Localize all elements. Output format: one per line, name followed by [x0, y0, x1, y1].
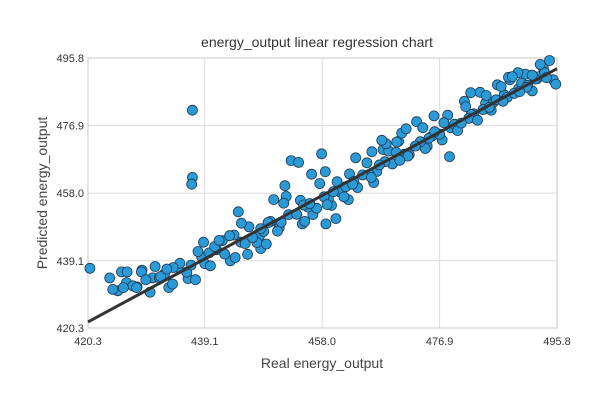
- data-point: [140, 274, 152, 286]
- data-point: [293, 156, 305, 168]
- data-point: [338, 191, 350, 203]
- data-point: [213, 234, 225, 246]
- data-point: [400, 123, 412, 135]
- x-tick-label: 420.3: [74, 336, 102, 348]
- data-point: [121, 266, 133, 278]
- data-point: [319, 166, 331, 178]
- data-point: [278, 197, 290, 209]
- data-point: [394, 154, 406, 166]
- data-point: [465, 87, 477, 99]
- data-point: [268, 194, 280, 206]
- data-point: [167, 278, 178, 290]
- x-tick-label: 439.1: [191, 336, 219, 348]
- data-point: [314, 178, 326, 189]
- data-point: [534, 59, 546, 70]
- data-point: [229, 252, 241, 263]
- data-point: [198, 236, 209, 248]
- data-point: [149, 261, 161, 272]
- data-point: [428, 110, 440, 122]
- data-point: [321, 199, 333, 211]
- x-tick-label: 495.8: [543, 336, 571, 348]
- data-point: [376, 134, 388, 146]
- y-axis-label: Predicted energy_output: [34, 117, 50, 270]
- data-point: [84, 262, 96, 274]
- data-point: [306, 168, 318, 180]
- data-point: [272, 225, 283, 237]
- x-tick-label: 476.9: [426, 336, 454, 348]
- data-point: [104, 272, 116, 284]
- data-point: [131, 282, 142, 294]
- data-point: [186, 178, 198, 190]
- data-point: [279, 180, 291, 192]
- data-point: [544, 55, 555, 66]
- y-tick-label: 439.1: [56, 256, 84, 268]
- data-point: [366, 146, 378, 158]
- data-point: [186, 104, 198, 116]
- data-point: [204, 260, 216, 272]
- data-point: [444, 151, 455, 163]
- data-point: [417, 122, 429, 134]
- data-point: [361, 157, 373, 169]
- data-point: [365, 171, 377, 183]
- data-point: [438, 117, 450, 129]
- data-point: [495, 81, 507, 92]
- data-point: [161, 263, 173, 275]
- data-point: [190, 274, 201, 286]
- data-point: [316, 148, 328, 160]
- x-tick-label: 458.0: [308, 336, 336, 348]
- data-point: [235, 217, 247, 229]
- regression-line: [87, 67, 558, 324]
- data-point: [242, 248, 254, 260]
- data-point: [320, 218, 332, 230]
- y-tick-label: 458.0: [56, 188, 84, 200]
- x-axis-label: Real energy_output: [261, 355, 383, 371]
- chart-title: energy_output linear regression chart: [201, 34, 433, 50]
- data-point: [118, 282, 129, 294]
- y-tick-labels: 420.3 439.1 458.0 476.9 495.8: [56, 53, 84, 335]
- data-point: [480, 90, 492, 101]
- data-point: [350, 152, 362, 164]
- data-point: [299, 215, 311, 227]
- data-point: [550, 78, 562, 90]
- data-point: [472, 114, 483, 126]
- data-point: [391, 136, 403, 148]
- data-point: [330, 213, 342, 225]
- data-point: [526, 69, 538, 81]
- data-point: [232, 206, 244, 218]
- data-point: [224, 230, 236, 242]
- y-tick-label: 476.9: [56, 121, 84, 133]
- y-tick-label: 420.3: [56, 323, 84, 335]
- data-point: [192, 246, 204, 257]
- y-tick-label: 495.8: [56, 53, 84, 65]
- data-point: [460, 101, 472, 112]
- data-point: [506, 71, 518, 82]
- plot-frame: [87, 57, 558, 329]
- data-point: [107, 283, 119, 295]
- x-tick-labels: 420.3 439.1 458.0 476.9 495.8: [74, 336, 571, 348]
- data-point: [260, 238, 272, 250]
